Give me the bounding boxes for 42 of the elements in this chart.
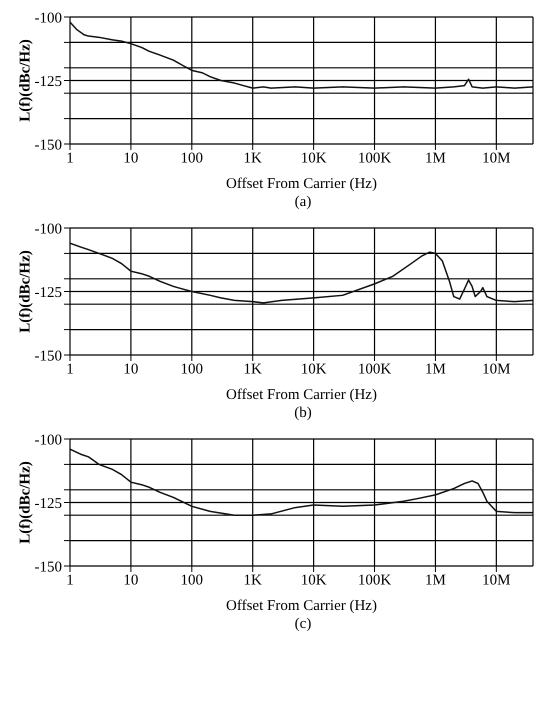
- y-tick-label: -100: [34, 432, 62, 448]
- x-tick-label: 10: [123, 572, 138, 589]
- x-tick-label: 10: [123, 362, 138, 378]
- x-tick-label: 10K: [300, 362, 327, 378]
- x-axis-title: Offset From Carrier (Hz): [226, 176, 377, 192]
- x-tick-label: 1: [66, 572, 74, 589]
- x-tick-label: 100: [180, 572, 204, 589]
- x-tick-label: 100: [180, 150, 204, 167]
- x-tick-label: 1K: [244, 362, 262, 378]
- x-tick-label: 10M: [482, 150, 511, 167]
- x-tick-label: 1K: [244, 572, 262, 589]
- x-tick-label: 100K: [358, 572, 392, 589]
- y-tick-label: -150: [34, 348, 62, 364]
- y-tick-label: -125: [34, 74, 62, 90]
- x-tick-label: 10M: [482, 572, 511, 589]
- y-axis-title: L(f)(dBc/Hz): [17, 39, 34, 122]
- x-tick-label: 10K: [300, 572, 327, 589]
- x-tick-label: 100K: [358, 150, 392, 167]
- text: (a): [294, 194, 312, 211]
- x-tick-label: 1M: [425, 572, 446, 589]
- text: (b): [293, 405, 313, 422]
- x-tick-label: 1M: [425, 150, 446, 167]
- x-axis-title: Offset From Carrier (Hz): [226, 387, 377, 403]
- x-tick-label: 1M: [425, 362, 446, 378]
- y-tick-label: -150: [34, 137, 62, 154]
- text: (c): [294, 616, 312, 633]
- x-tick-label: 100: [180, 362, 204, 378]
- y-axis-title: L(f)(dBc/Hz): [17, 461, 34, 544]
- x-tick-label: 1: [66, 362, 74, 378]
- x-tick-label: 1: [66, 150, 74, 167]
- x-tick-label: 1K: [244, 150, 262, 167]
- y-tick-label: -125: [34, 496, 62, 512]
- x-tick-label: 10: [123, 150, 138, 167]
- y-tick-label: -100: [34, 221, 62, 238]
- y-tick-label: -150: [34, 559, 62, 576]
- x-tick-label: 10M: [482, 362, 511, 378]
- x-tick-label: 100K: [358, 362, 392, 378]
- x-tick-label: 10K: [300, 150, 327, 167]
- y-tick-label: -100: [34, 10, 62, 26]
- y-axis-title: L(f)(dBc/Hz): [17, 250, 34, 333]
- y-tick-label: -125: [34, 284, 62, 301]
- x-axis-title: Offset From Carrier (Hz): [226, 598, 377, 614]
